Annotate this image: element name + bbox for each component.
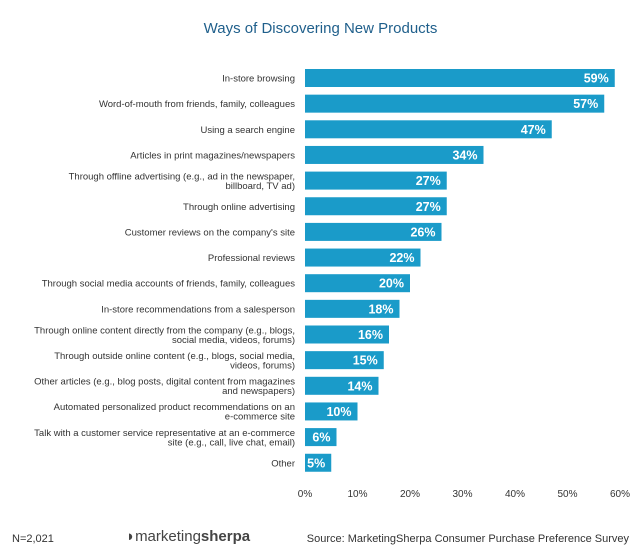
category-label-11: Through outside online content (e.g., bl… [54,351,295,372]
bar-12 [305,376,379,395]
category-label-line: Through outside online content (e.g., bl… [54,351,295,362]
x-tick-label-3: 30% [452,489,472,500]
category-label-line: Through offline advertising (e.g., ad in… [69,171,295,182]
logo-bold-text: sherpa [200,528,251,545]
logo-light-text: marketing [135,528,201,545]
value-label-4: 27% [416,174,441,188]
bar-6 [305,222,442,241]
value-label-6: 26% [410,225,435,239]
value-label-12: 14% [347,379,372,393]
bar-8 [305,274,410,293]
value-label-2: 47% [521,123,546,137]
value-label-15: 5% [307,456,325,470]
value-label-13: 10% [326,405,351,419]
bar-14 [305,428,337,447]
value-label-1: 57% [573,97,598,111]
category-label-line: In-store recommendations from a salesper… [101,304,295,315]
bar-7 [305,248,421,267]
category-label-line: Other articles (e.g., blog posts, digita… [34,377,295,388]
x-tick-label-0: 0% [298,489,313,500]
x-tick-label-1: 10% [347,489,367,500]
category-label-15: Other [271,458,295,469]
value-label-7: 22% [389,251,414,265]
marketingsherpa-logo: ◗marketingsherpa [126,528,250,545]
category-label-line: videos, forums) [230,360,295,371]
x-tick-label-2: 20% [400,489,420,500]
category-label-10: Through online content directly from the… [34,325,295,346]
value-label-10: 16% [358,328,383,342]
category-label-line: Through social media accounts of friends… [42,279,296,290]
value-label-14: 6% [312,431,330,445]
bar-1 [305,94,605,113]
category-label-3: Articles in print magazines/newspapers [130,150,295,161]
x-tick-label-5: 50% [557,489,577,500]
category-label-line: Word-of-mouth from friends, family, coll… [99,99,295,110]
category-label-line: Through online advertising [183,202,295,213]
category-label-line: Talk with a customer service representat… [34,428,295,439]
category-label-line: Articles in print magazines/newspapers [130,150,295,161]
category-label-line: In-store browsing [222,74,295,85]
source-note: Source: MarketingSherpa Consumer Purchas… [306,533,629,545]
bar-0 [305,69,615,87]
category-label-2: Using a search engine [200,125,295,136]
logo-icon: ◗ [126,528,136,545]
x-tick-label-6: 60% [610,489,630,500]
category-label-line: e-commerce site [225,412,295,423]
category-label-line: billboard, TV ad) [225,181,295,192]
category-label-14: Talk with a customer service representat… [34,428,295,449]
value-label-11: 15% [353,354,378,368]
value-label-5: 27% [416,200,441,214]
category-label-8: Through social media accounts of friends… [42,279,296,290]
category-label-4: Through offline advertising (e.g., ad in… [69,171,295,192]
bar-13 [305,402,358,421]
bar-15 [305,453,332,472]
category-label-12: Other articles (e.g., blog posts, digita… [34,377,295,398]
bar-4 [305,171,447,190]
category-label-7: Professional reviews [208,253,295,264]
category-label-line: Professional reviews [208,253,295,264]
bar-2 [305,120,552,139]
x-tick-label-4: 40% [505,489,525,500]
bar-3 [305,145,484,164]
category-label-line: Through online content directly from the… [34,325,295,336]
category-label-1: Word-of-mouth from friends, family, coll… [99,99,295,110]
category-label-5: Through online advertising [183,202,295,213]
sample-size: N=2,021 [12,533,54,545]
bar-11 [305,351,384,370]
category-label-13: Automated personalized product recommend… [54,402,295,423]
value-label-9: 18% [368,302,393,316]
category-label-9: In-store recommendations from a salesper… [101,304,295,315]
bar-5 [305,197,447,216]
category-label-0: In-store browsing [222,74,295,85]
category-label-6: Customer reviews on the company's site [125,227,295,238]
category-label-line: and newspapers) [222,386,295,397]
value-label-3: 34% [452,148,477,162]
chart-title: Ways of Discovering New Products [203,20,438,37]
category-label-line: Customer reviews on the company's site [125,227,295,238]
bar-10 [305,325,389,344]
category-label-line: social media, videos, forums) [172,335,295,346]
category-label-line: Other [271,458,295,469]
value-label-0: 59% [584,72,609,86]
value-label-8: 20% [379,277,404,291]
category-label-line: Automated personalized product recommend… [54,402,295,413]
category-label-line: site (e.g., call, live chat, email) [168,437,295,448]
category-label-line: Using a search engine [200,125,295,136]
bar-9 [305,299,400,318]
